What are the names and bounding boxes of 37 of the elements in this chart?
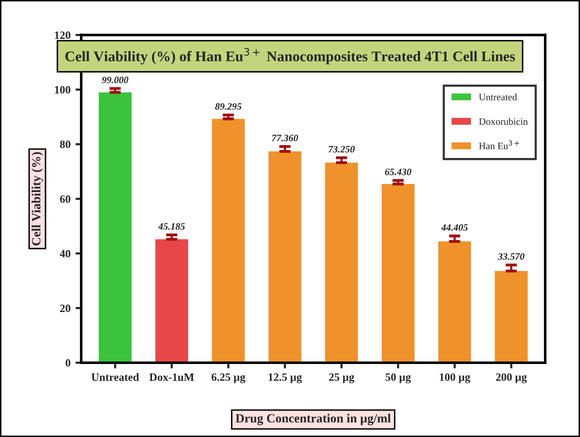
- bar: [212, 118, 245, 363]
- x-tick-label: 100 µg: [440, 373, 470, 384]
- data-label: 73.250: [328, 146, 355, 153]
- x-tick-label: 200 µg: [496, 373, 527, 384]
- y-tick-label: 20: [60, 304, 70, 312]
- data-label: 89.295: [215, 103, 242, 110]
- x-tick-label: 25 µg: [329, 373, 354, 384]
- y-tick-label: 100: [55, 86, 70, 94]
- data-label: 44.405: [441, 224, 468, 231]
- y-tick-label: 80: [60, 140, 70, 148]
- data-label: 99.000: [102, 76, 128, 84]
- x-tick-label: 6.25 µg: [212, 373, 246, 384]
- bar: [494, 271, 528, 363]
- y-axis-title: Cell Viability (%): [32, 152, 44, 246]
- bar: [155, 239, 188, 363]
- x-tick-label: Dox-1uM: [149, 374, 194, 381]
- legend-label: Doxorubicin: [479, 118, 528, 125]
- legend-label: Han Eu$^{3+}$: [479, 140, 519, 150]
- y-tick-label: 120: [55, 31, 70, 39]
- x-tick-label: 50 µg: [386, 373, 411, 384]
- bar: [438, 241, 472, 363]
- legend-label: Untreated: [478, 94, 517, 100]
- data-label: 33.570: [498, 253, 524, 260]
- data-label: 45.185: [158, 223, 185, 230]
- y-tick-label: 0: [66, 359, 70, 367]
- data-label: 77.360: [272, 134, 298, 142]
- y-tick-label: 40: [60, 250, 70, 258]
- x-axis-title: Drug Concentration in µg/ml: [236, 414, 391, 426]
- bar: [98, 92, 132, 363]
- bar: [268, 151, 302, 363]
- x-tick-label: 12.5 µg: [268, 373, 302, 384]
- x-tick-label: Untreated: [91, 373, 139, 381]
- text: Cell Viability (%) of Han Eu$^{3+}$ Nanocomposites Treated 4T1 Cell Lines: [65, 48, 515, 64]
- bar: [325, 162, 358, 363]
- data-label: 65.430: [385, 168, 412, 176]
- bar: [382, 184, 414, 363]
- y-tick-label: 60: [60, 195, 70, 203]
